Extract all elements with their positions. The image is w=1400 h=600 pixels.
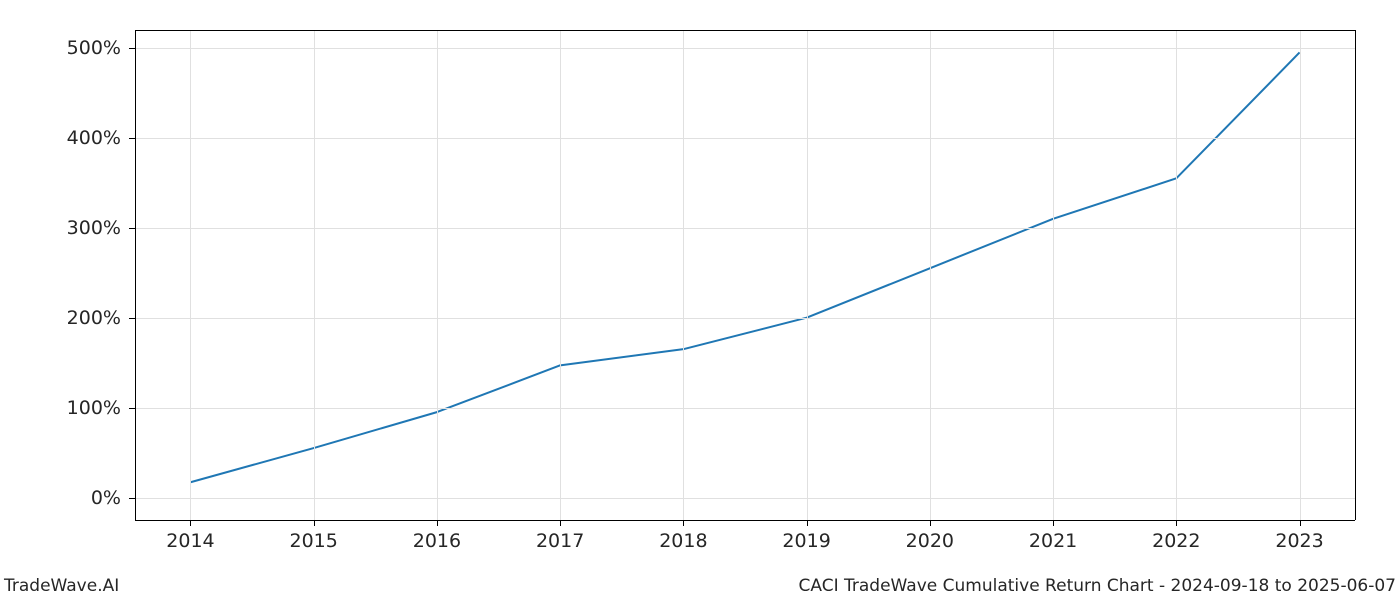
chart-container: 0% 100% 200% 300% 400% 500% 2014 2015 2016 2017 2…	[0, 0, 1400, 600]
grid-line-horizontal	[135, 408, 1355, 409]
x-tick	[190, 520, 191, 526]
return-line	[190, 52, 1299, 482]
grid-line-vertical	[807, 30, 808, 520]
footer-right-label: CACI TradeWave Cumulative Return Chart -…	[799, 576, 1396, 596]
x-tick	[930, 520, 931, 526]
x-tick-label: 2014	[166, 530, 214, 552]
grid-line-horizontal	[135, 138, 1355, 139]
grid-line-vertical	[1300, 30, 1301, 520]
x-tick	[683, 520, 684, 526]
x-tick	[807, 520, 808, 526]
x-tick	[437, 520, 438, 526]
x-tick-label: 2021	[1029, 530, 1077, 552]
x-tick	[1300, 520, 1301, 526]
x-tick	[1176, 520, 1177, 526]
plot-area	[135, 30, 1355, 520]
grid-line-horizontal	[135, 318, 1355, 319]
grid-line-vertical	[437, 30, 438, 520]
footer-left-label: TradeWave.AI	[4, 576, 119, 596]
x-tick	[1053, 520, 1054, 526]
y-tick-label: 0%	[0, 487, 121, 509]
grid-line-horizontal	[135, 48, 1355, 49]
y-axis-spine	[135, 30, 136, 520]
y-tick	[129, 318, 135, 319]
x-tick-label: 2017	[536, 530, 584, 552]
grid-line-vertical	[683, 30, 684, 520]
y-tick-label: 300%	[0, 217, 121, 239]
right-spine	[1355, 30, 1356, 520]
top-spine	[135, 30, 1355, 31]
y-tick-label: 500%	[0, 37, 121, 59]
x-tick	[314, 520, 315, 526]
x-tick-label: 2019	[782, 530, 830, 552]
x-tick	[560, 520, 561, 526]
y-tick	[129, 408, 135, 409]
x-tick-label: 2023	[1275, 530, 1323, 552]
grid-line-vertical	[1176, 30, 1177, 520]
grid-line-vertical	[314, 30, 315, 520]
x-tick-label: 2015	[289, 530, 337, 552]
grid-line-horizontal	[135, 228, 1355, 229]
x-axis-spine	[135, 520, 1355, 521]
x-tick-label: 2020	[906, 530, 954, 552]
y-tick-label: 100%	[0, 397, 121, 419]
line-series	[135, 30, 1355, 520]
y-tick	[129, 48, 135, 49]
grid-line-vertical	[1053, 30, 1054, 520]
grid-line-vertical	[560, 30, 561, 520]
x-tick-label: 2022	[1152, 530, 1200, 552]
y-tick-label: 400%	[0, 127, 121, 149]
y-tick-label: 200%	[0, 307, 121, 329]
x-tick-label: 2016	[413, 530, 461, 552]
grid-line-vertical	[930, 30, 931, 520]
grid-line-vertical	[190, 30, 191, 520]
grid-line-horizontal	[135, 498, 1355, 499]
y-tick	[129, 138, 135, 139]
x-tick-label: 2018	[659, 530, 707, 552]
y-tick	[129, 228, 135, 229]
y-tick	[129, 498, 135, 499]
